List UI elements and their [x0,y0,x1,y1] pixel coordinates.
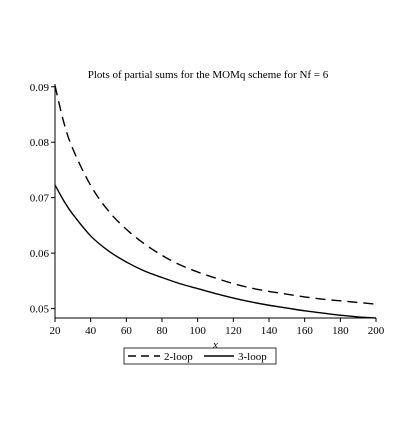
x-tick-label: 80 [157,325,169,337]
legend-label-3-loop: 3-loop [238,351,267,363]
y-tick-label: 0.05 [30,304,50,316]
x-tick-label: 140 [261,325,278,337]
x-tick-group: 20 40 60 80 100 120 140 160 180 200 [50,318,385,337]
x-tick-label: 100 [189,325,206,337]
chart-title: Plots of partial sums for the MOMq schem… [88,69,329,81]
y-tick-label: 0.08 [30,137,50,149]
y-tick-label: 0.07 [30,193,50,205]
y-tick-group: 0.05 0.06 0.07 0.08 0.09 [30,82,55,316]
legend-label-2-loop: 2-loop [164,351,193,363]
series-line-2-loop [54,85,377,305]
x-axis-label: x [212,339,218,351]
x-tick-label: 160 [296,325,313,337]
x-tick-label: 20 [50,325,62,337]
legend: 2-loop 3-loop [123,347,277,365]
series-group [54,85,377,319]
x-tick-label: 120 [225,325,242,337]
y-tick-label: 0.06 [30,248,50,260]
x-tick-label: 200 [368,325,385,337]
series-line-3-loop [54,184,377,319]
x-tick-label: 180 [332,325,349,337]
legend-box [123,347,277,365]
x-tick-label: 60 [121,325,133,337]
y-tick-label: 0.09 [30,82,50,94]
x-tick-label: 40 [85,325,97,337]
